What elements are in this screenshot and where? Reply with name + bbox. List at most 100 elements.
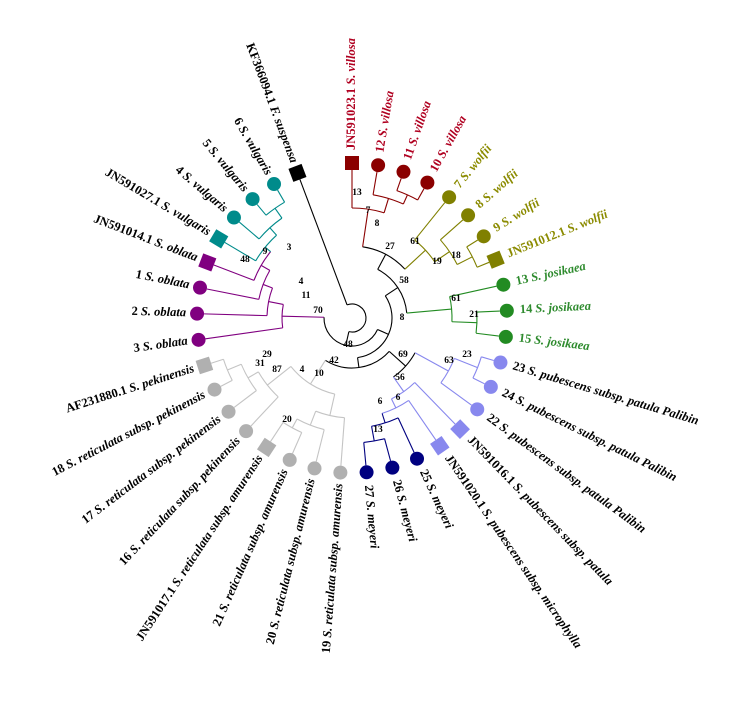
leaf-name: S. vulgaris xyxy=(206,143,252,194)
branch xyxy=(268,301,284,306)
leaf-id: 26 xyxy=(390,478,407,494)
branch xyxy=(206,288,259,300)
leaf-marker xyxy=(282,452,297,467)
leaf-marker xyxy=(498,329,513,344)
branch xyxy=(260,264,271,271)
leaf-marker xyxy=(442,190,457,205)
branch xyxy=(414,352,449,372)
bootstrap-value: 4 xyxy=(300,365,305,375)
branch xyxy=(205,327,283,340)
leaf-name: S. reticulata subsp. amurensis xyxy=(320,483,346,638)
leaf-marker xyxy=(483,379,498,394)
branch xyxy=(269,227,277,236)
branch xyxy=(476,261,490,268)
leaf-marker xyxy=(476,229,491,244)
leaf-id: JN591020.1 xyxy=(442,452,489,511)
bootstrap-value: 4 xyxy=(299,277,304,287)
bootstrap-value: 27 xyxy=(385,242,395,252)
leaf-id: 23 xyxy=(511,358,527,375)
branch xyxy=(476,332,499,337)
branch xyxy=(417,188,425,201)
leaf-label: 14 S. josikaea xyxy=(519,299,591,316)
branch xyxy=(414,202,446,241)
leaf-label: 12 S. villosa xyxy=(372,90,396,154)
branch xyxy=(414,382,456,425)
leaf-label: 3 S. oblata xyxy=(133,333,189,355)
branch xyxy=(277,189,286,203)
branch xyxy=(404,249,426,270)
leaf-marker xyxy=(496,277,511,292)
leaf-marker xyxy=(410,451,425,466)
leaf-id: JN591014.1 xyxy=(92,211,155,246)
branch xyxy=(402,194,408,205)
leaf-name: S. vulgaris xyxy=(159,198,213,238)
leaf-marker xyxy=(207,382,222,397)
branch xyxy=(408,400,437,441)
leaf-marker xyxy=(226,210,241,225)
branch xyxy=(247,371,259,379)
leaf-id: KF366094.1 xyxy=(243,41,279,106)
leaf-label: 10 S. villosa xyxy=(427,113,469,174)
branch xyxy=(299,179,348,306)
leaf-name: S. villosa xyxy=(405,99,434,148)
branch-arc xyxy=(346,303,367,333)
branch-arc xyxy=(377,268,408,314)
branch xyxy=(224,241,256,262)
leaf-marker xyxy=(209,229,229,249)
leaf-marker xyxy=(450,419,470,440)
leaf-marker xyxy=(345,156,359,170)
branch xyxy=(434,251,450,263)
bootstrap-value: 69 xyxy=(398,350,408,360)
leaf-marker xyxy=(245,192,260,207)
branch xyxy=(385,287,399,297)
leaf-marker xyxy=(396,164,411,179)
leaf-marker xyxy=(420,175,435,190)
leaf-name: S. oblata xyxy=(153,235,200,264)
leaf-label: 19 S. reticulata subsp. amurensis xyxy=(319,483,346,654)
leaf-marker xyxy=(470,402,485,417)
leaf-marker xyxy=(499,303,514,318)
branch-arc xyxy=(265,201,285,216)
leaf-id: 27 xyxy=(362,484,377,498)
leaf-name: S. josikaea xyxy=(534,332,591,353)
leaf-label: JN591023.1 S. villosa xyxy=(344,38,358,150)
leaf-name: S. villosa xyxy=(434,113,469,160)
branch-arc xyxy=(475,312,478,334)
branch xyxy=(388,350,406,367)
leaf-label: 27 S. meyeri xyxy=(362,484,382,549)
branch xyxy=(345,331,350,346)
leaf-name: S. wolfii xyxy=(498,195,542,230)
leaf-label: 9 S. wolfii xyxy=(491,195,543,234)
bootstrap-value: 8 xyxy=(375,219,380,229)
leaf-marker xyxy=(359,465,374,480)
branch xyxy=(363,442,367,466)
branch-arc xyxy=(396,190,418,201)
bootstrap-value: 10 xyxy=(314,369,324,379)
leaf-marker xyxy=(371,158,386,173)
leaf-name: S. villosa xyxy=(375,90,397,138)
leaf-label: 7 S. wolfii xyxy=(451,141,495,191)
leaf-marker xyxy=(221,404,236,419)
branch xyxy=(481,356,494,362)
leaf-name: S. meyeri xyxy=(394,493,420,543)
leaf-name: S. pubescens subsp. microphylla xyxy=(479,506,585,651)
leaf-name: S. meyeri xyxy=(363,500,381,550)
bootstrap-value: 7 xyxy=(366,206,371,216)
leaf-id: 14 xyxy=(519,301,533,316)
branch xyxy=(454,357,478,369)
leaf-marker xyxy=(430,436,450,456)
branch-arc xyxy=(357,295,393,359)
leaf-id: JN591023.1 xyxy=(344,88,358,150)
leaf-id: 21 xyxy=(209,611,227,628)
branch xyxy=(309,410,317,426)
leaf-label: 1 S. oblata xyxy=(135,267,191,291)
leaf-marker xyxy=(288,163,307,182)
branch xyxy=(220,379,233,387)
bootstrap-value: 29 xyxy=(262,350,272,360)
branch xyxy=(357,357,360,368)
leaf-id: 12 xyxy=(372,139,388,154)
branch xyxy=(309,360,326,385)
leaf-name: S. oblata xyxy=(141,304,187,319)
